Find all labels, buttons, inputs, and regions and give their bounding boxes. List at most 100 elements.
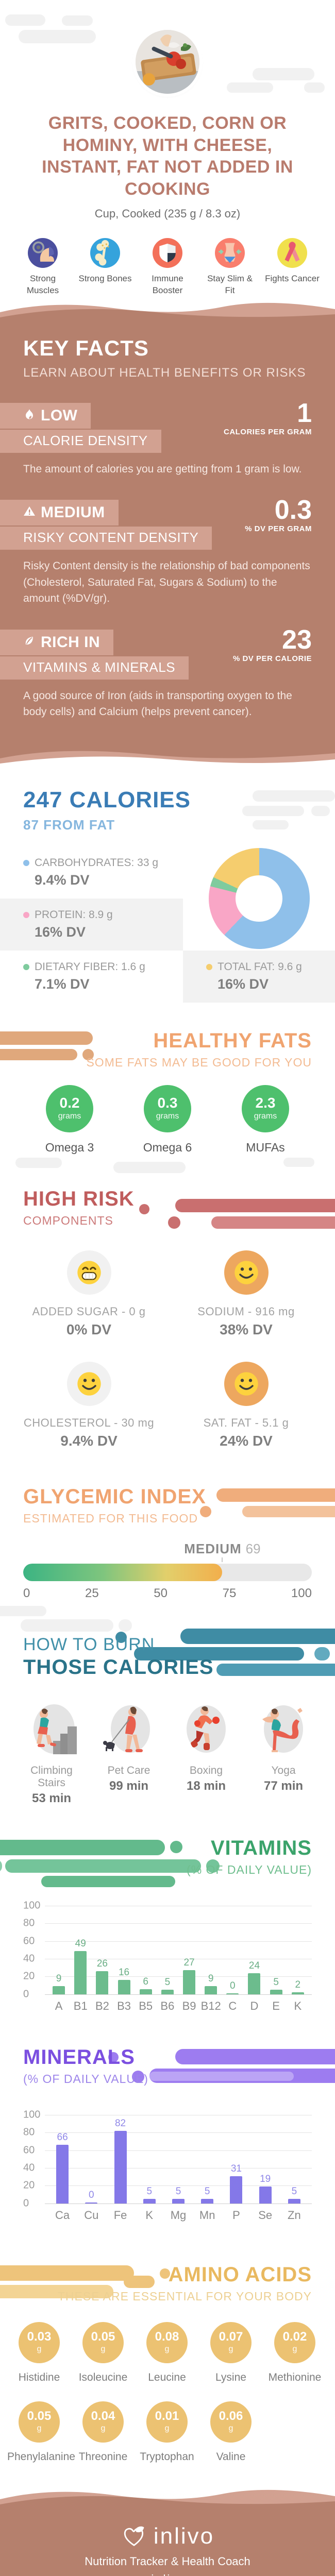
benefit-label: Stay Slim & Fit — [207, 274, 253, 295]
macro-donut-cell — [183, 846, 335, 951]
legend-dv: 16% DV — [217, 976, 269, 992]
amino-value: 0.05 — [27, 2409, 52, 2424]
benefit-stay-slim: Stay Slim & Fit — [202, 238, 258, 297]
food-photo — [136, 30, 199, 94]
amino-phenylalanine: 0.05 g Phenylalanine — [7, 2398, 75, 2463]
yoga-icon — [247, 1700, 320, 1757]
smile-emoji-icon — [66, 1361, 111, 1406]
legend-protein: PROTEIN: 8.9 g 16% DV — [0, 898, 183, 951]
bar-B9: 27 B9 — [182, 1957, 196, 2012]
risk-dv: 38% DV — [220, 1321, 273, 1337]
activity-yoga: Yoga 77 min — [247, 1700, 320, 1806]
activity-minutes: 53 min — [31, 1791, 72, 1805]
bar-Mn: 5 Mn — [199, 2186, 215, 2222]
boxing-icon — [170, 1700, 242, 1757]
amino-bubble: 0.04 g — [78, 2398, 128, 2445]
amino-name: Threonine — [78, 2450, 128, 2463]
fact-value: 1 — [297, 398, 312, 428]
fact-unit: CALORIES PER GRAM — [223, 427, 312, 436]
glycemic-value: 69 — [245, 1540, 261, 1556]
amino-value: 0.03 — [27, 2330, 52, 2344]
fat-name: Omega 6 — [143, 1140, 192, 1154]
fact-value: 0.3 — [274, 495, 312, 526]
food-photo-illustration — [136, 30, 199, 94]
bar-B5: 6 B5 — [139, 1976, 153, 2012]
fact-description: A good source of Iron (aids in transport… — [23, 689, 292, 718]
vitamins-blobs — [0, 1839, 237, 1887]
amino-bubble: 0.02 g — [270, 2318, 320, 2365]
smile-emoji-icon — [224, 1361, 269, 1406]
amino-section: AMINO ACIDS THESE ARE ESSENTIAL FOR YOUR… — [0, 2234, 335, 2463]
fact-badge: MEDIUM — [41, 504, 105, 521]
high-risk-blobs — [119, 1198, 335, 1232]
amino-bubble: 0.03 g — [14, 2318, 64, 2365]
minerals-title: MINERALS — [23, 2045, 135, 2069]
minerals-subtitle: (% OF DAILY VALUE) — [23, 2072, 148, 2086]
legend-label: DIETARY FIBER: 1.6 g — [35, 960, 145, 973]
omega3-bubble: 0.2 grams — [42, 1081, 97, 1134]
glycemic-tick — [222, 1557, 223, 1562]
amino-unit: g — [228, 2424, 233, 2433]
website-link[interactable]: www.inlivo.com — [118, 2572, 217, 2576]
bar-Se: 19 Se — [258, 2174, 273, 2222]
amino-name: Leucine — [148, 2371, 186, 2383]
leaf-icon — [23, 634, 36, 651]
glycemic-scale-tick: 50 — [154, 1586, 167, 1600]
benefits-row: Strong Muscles Strong Bones Immune Boost… — [0, 221, 335, 297]
bar-Cu: 0 Cu — [84, 2189, 99, 2222]
benefit-label: Strong Bones — [78, 274, 132, 283]
legend-carbohydrates: CARBOHYDRATES: 33 g 9.4% DV — [0, 846, 183, 899]
amino-value: 0.05 — [91, 2330, 115, 2344]
bar-Mg: 5 Mg — [170, 2186, 187, 2222]
deco-blobs-risk — [0, 1157, 335, 1183]
fat-value: 2.3 — [255, 1095, 276, 1111]
bar-P: 31 P — [230, 2163, 243, 2222]
healthy-fats-title: HEALTHY FATS — [153, 1029, 312, 1052]
bar-D: 24 D — [248, 1960, 261, 2012]
protein-dot — [23, 911, 29, 918]
glycemic-level: MEDIUM — [184, 1540, 242, 1556]
glycemic-scale-tick: 75 — [222, 1586, 237, 1600]
fat-omega6: 0.3 grams Omega 6 — [129, 1081, 206, 1155]
activity-label: Yoga — [271, 1764, 296, 1776]
fiber-dot — [23, 963, 29, 970]
calories-section: 247 CALORIES 87 FROM FAT CARBOHYDRATES: … — [0, 770, 335, 1003]
amino-leucine: 0.08 g Leucine — [135, 2318, 199, 2384]
amino-value: 0.02 — [282, 2330, 307, 2344]
benefit-label: Fights Cancer — [265, 274, 320, 283]
fact-label: CALORIE DENSITY — [0, 429, 161, 453]
activity-minutes: 77 min — [263, 1778, 304, 1793]
amino-bubble: 0.07 g — [206, 2318, 256, 2365]
omega6-bubble: 0.3 grams — [140, 1081, 195, 1134]
activity-boxing: Boxing 18 min — [170, 1700, 242, 1806]
amino-unit: g — [292, 2345, 297, 2354]
bar-B1: 49 B1 — [73, 1938, 88, 2012]
risk-dv: 9.4% DV — [60, 1432, 118, 1449]
fat-name: MUFAs — [246, 1140, 285, 1154]
activity-label: Pet Care — [107, 1764, 150, 1776]
minerals-section: MINERALS (% OF DAILY VALUE) 0 20 40 60 80 100… — [0, 2025, 335, 2234]
amino-value: 0.08 — [155, 2330, 179, 2344]
amino-methionine: 0.02 g Methionine — [263, 2318, 327, 2384]
key-facts-subtitle: LEARN ABOUT HEALTH BENEFITS OR RISKS — [23, 365, 306, 380]
minerals-bar-chart: 0 20 40 60 80 100 66 Ca 0 Cu 82 Fe 5 K 5 Mg 5 Mn 31 P 19 Se 5 Z… — [23, 2109, 312, 2234]
carbs-dot — [23, 859, 29, 866]
risk-sodium: SODIUM - 916 mg 38% DV — [167, 1250, 325, 1338]
amino-unit: g — [100, 2345, 106, 2354]
warning-icon — [23, 504, 36, 521]
legend-label: TOTAL FAT: 9.6 g — [217, 960, 302, 973]
amino-isoleucine: 0.05 g Isoleucine — [71, 2318, 135, 2384]
glycemic-scale-tick: 100 — [291, 1586, 312, 1600]
page-subtitle: Cup, Cooked (235 g / 8.3 oz) — [94, 207, 241, 220]
activity-minutes: 18 min — [186, 1778, 226, 1793]
amino-name: Methionine — [268, 2371, 322, 2383]
fact-calorie-density: LOW CALORIE DENSITY 1 CALORIES PER GRAM … — [0, 398, 335, 478]
amino-bubble: 0.06 g — [206, 2398, 256, 2445]
fact-badge: RICH IN — [41, 633, 100, 651]
activities-row: Climbing Stairs 53 min Pet Care 99 min B… — [0, 1679, 335, 1806]
burn-section: HOW TO BURN THOSE CALORIES Climbing Stai… — [0, 1601, 335, 1806]
amino-unit: g — [164, 2424, 170, 2433]
deco-blobs-burn — [0, 1605, 175, 1637]
